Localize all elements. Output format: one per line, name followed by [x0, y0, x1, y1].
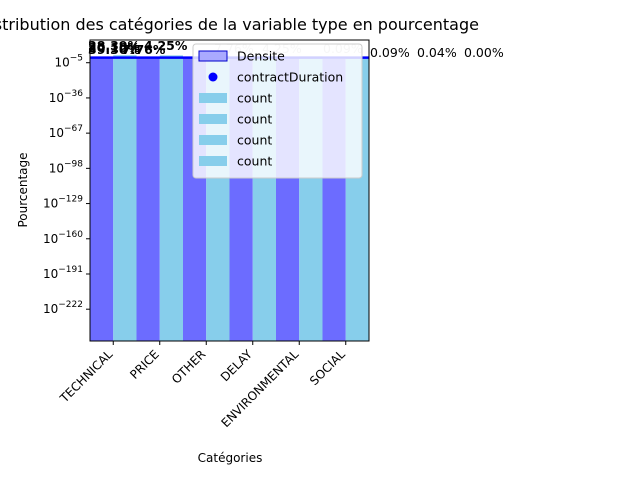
legend-swatch	[198, 50, 228, 62]
chart-title: Distribution des catégories de la variab…	[0, 15, 479, 34]
x-tick-label-environmental: ENVIRONMENTAL	[218, 347, 301, 430]
legend-label: Densite	[237, 49, 285, 64]
y-tick-label: 10−160	[43, 230, 83, 246]
bar-densite-price	[136, 57, 160, 341]
legend-swatch	[199, 135, 227, 145]
plot-frame	[89, 39, 370, 342]
y-tick-label: 10−129	[43, 195, 83, 211]
bar-pct-label: 39.30%	[88, 42, 141, 57]
bar-count-price	[159, 55, 183, 341]
x-tick-label-technical: TECHNICAL	[57, 347, 116, 406]
y-axis-title: Pourcentage	[16, 152, 30, 227]
legend-swatch	[199, 156, 227, 166]
legend-box	[192, 43, 363, 179]
bar-pct-label: 0.04%	[417, 45, 457, 60]
x-tick-label-social: SOCIAL	[307, 347, 348, 388]
y-tick-label: 10−5	[54, 54, 83, 70]
bar-pct-label: 4.25%	[144, 38, 188, 53]
y-tick-label: 10−67	[49, 124, 83, 140]
y-tick-label: 10−36	[49, 89, 84, 105]
y-tick-label: 10−98	[49, 159, 84, 175]
bar-pct-label: 0.09%	[370, 45, 410, 60]
legend-dot-marker	[208, 72, 218, 82]
legend-swatch	[199, 114, 227, 124]
legend-label: count	[237, 154, 272, 169]
x-tick-label-delay: DELAY	[218, 347, 256, 385]
legend-label: contractDuration	[237, 70, 343, 85]
x-tick-label-price: PRICE	[127, 347, 162, 382]
legend: Densite contractDuration count count count co…	[192, 43, 363, 179]
bar-pct-label: 28.39%	[88, 38, 141, 53]
x-axis-title: Catégories	[198, 451, 263, 465]
bar-densite-technical	[90, 57, 114, 341]
y-axis: 10−5 10−36 10−67 10−98 10−129 10−160 10−191 10−…	[43, 54, 90, 316]
legend-swatch	[199, 93, 227, 103]
bar-pct-label: 7.76%	[122, 42, 166, 57]
legend-label: count	[237, 133, 272, 148]
bar-pct-label: 20.10%	[88, 40, 141, 55]
y-tick-label: 10−222	[43, 300, 83, 316]
bar-count-technical	[113, 55, 137, 341]
legend-label: count	[237, 112, 272, 127]
y-tick-label: 10−191	[43, 265, 83, 281]
x-tick-label-other: OTHER	[169, 347, 208, 386]
legend-label: count	[237, 91, 272, 106]
bar-pct-label: 0.00%	[464, 45, 504, 60]
